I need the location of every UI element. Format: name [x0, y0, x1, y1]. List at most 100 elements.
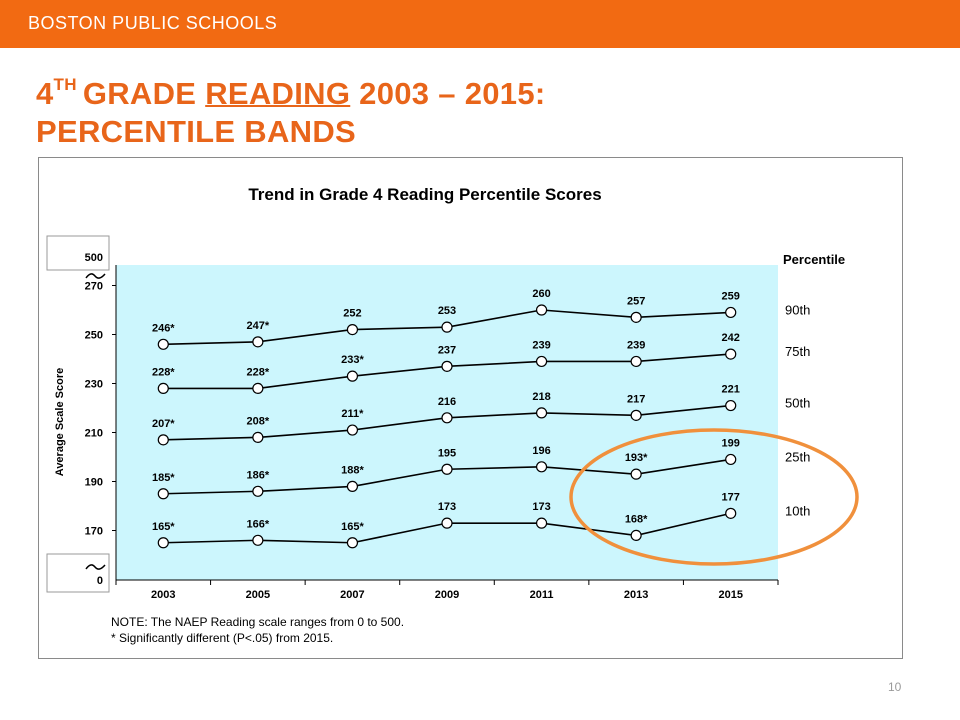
x-tick-label: 2011 — [530, 589, 554, 601]
data-label: 216 — [438, 396, 456, 408]
title-pre: GRADE — [82, 76, 206, 111]
data-point — [630, 311, 642, 323]
data-label: 217 — [627, 393, 645, 405]
data-point — [346, 480, 359, 492]
data-label: 173 — [532, 501, 550, 513]
axis-break-mark-top — [85, 273, 106, 279]
data-label: 166* — [247, 518, 270, 530]
data-point — [157, 338, 169, 350]
y-tick-label: 500 — [85, 252, 103, 264]
data-point — [441, 463, 453, 475]
data-point — [535, 407, 548, 419]
data-label: 233* — [341, 354, 364, 366]
data-label: 218 — [532, 391, 550, 403]
x-tick-label: 2009 — [435, 589, 459, 601]
data-point — [346, 537, 359, 549]
axis-break-mark-bottom — [85, 564, 106, 570]
data-point — [441, 517, 453, 529]
data-point — [346, 324, 359, 336]
data-label: 186* — [247, 469, 270, 481]
data-label: 228* — [152, 366, 175, 378]
data-label: 239 — [627, 339, 645, 351]
data-point — [157, 488, 169, 500]
data-label: 252 — [343, 308, 361, 320]
data-label: 242 — [722, 332, 740, 344]
data-point — [252, 534, 264, 546]
highlight-circle — [569, 428, 859, 566]
legend-title: Percentile — [783, 252, 845, 267]
data-label: 253 — [438, 305, 456, 317]
legend-entry: 10th — [785, 503, 810, 518]
data-point — [725, 399, 737, 412]
y-axis-title: Average Scale Score — [54, 368, 66, 476]
y-tick-label: 0 — [97, 575, 103, 587]
data-label: 239 — [532, 339, 550, 351]
data-label: 173 — [438, 501, 456, 513]
header-bar: BOSTON PUBLIC SCHOOLS — [0, 0, 960, 48]
data-point — [535, 355, 548, 368]
line-chart: Trend in Grade 4 Reading Percentile Scor… — [46, 185, 859, 645]
x-tick-label: 2007 — [340, 589, 364, 601]
data-label: 185* — [152, 472, 175, 484]
data-label: 193* — [625, 452, 648, 464]
data-label: 207* — [152, 418, 175, 430]
note-line-2: * Significantly different (P<.05) from 2… — [111, 631, 333, 645]
y-tick-label: 170 — [85, 526, 103, 538]
slide-title: 4TH GRADE READING 2003 – 2015: PERCENTILE… — [36, 66, 545, 151]
legend-entry: 50th — [785, 396, 810, 411]
data-point — [535, 304, 548, 316]
data-label: 260 — [532, 288, 550, 300]
data-point — [441, 321, 453, 333]
legend-entry: 25th — [785, 449, 810, 464]
data-label: 246* — [152, 322, 175, 334]
data-point — [252, 431, 264, 443]
note-line-1: NOTE: The NAEP Reading scale ranges from… — [111, 615, 404, 629]
data-point — [725, 453, 737, 466]
y-tick-label: 190 — [85, 477, 103, 489]
chart-frame: Trend in Grade 4 Reading Percentile Scor… — [38, 157, 903, 659]
y-tick-label: 210 — [85, 428, 103, 440]
y-tick-label: 230 — [85, 379, 103, 391]
title-line2: PERCENTILE BANDS — [36, 114, 356, 149]
data-label: 208* — [247, 415, 270, 427]
page-number: 10 — [888, 680, 902, 694]
title-number: 4 — [36, 76, 54, 111]
title-post: 2003 – 2015: — [350, 76, 546, 111]
data-point — [535, 461, 548, 473]
data-point — [630, 409, 642, 421]
data-label: 221 — [722, 384, 740, 396]
data-label: 165* — [152, 521, 175, 533]
title-underlined: READING — [205, 76, 351, 111]
x-tick-label: 2003 — [151, 589, 175, 601]
data-label: 195 — [438, 447, 456, 459]
data-label: 165* — [341, 521, 364, 533]
data-label: 259 — [722, 290, 740, 302]
data-point — [346, 424, 359, 436]
legend-entry: 90th — [785, 302, 810, 317]
data-label: 247* — [247, 320, 270, 332]
data-point — [630, 529, 642, 541]
axis-break-box-top — [46, 235, 110, 271]
legend-entry: 75th — [785, 344, 810, 359]
data-label: 211* — [341, 408, 364, 420]
data-point — [157, 537, 169, 549]
data-point — [725, 507, 737, 519]
data-point — [157, 434, 169, 446]
data-point — [725, 306, 737, 319]
data-point — [441, 360, 453, 372]
x-tick-label: 2013 — [624, 589, 648, 601]
data-point — [630, 468, 642, 480]
chart-title: Trend in Grade 4 Reading Percentile Scor… — [248, 185, 601, 204]
x-tick-label: 2005 — [246, 589, 270, 601]
data-point — [725, 348, 737, 360]
data-point — [252, 485, 264, 497]
data-label: 257 — [627, 295, 645, 307]
data-label: 168* — [625, 513, 648, 525]
org-label: BOSTON PUBLIC SCHOOLS — [28, 13, 278, 33]
data-point — [252, 336, 264, 348]
data-point — [630, 355, 642, 368]
data-label: 199 — [722, 437, 740, 449]
y-tick-label: 250 — [85, 330, 103, 342]
y-tick-label: 270 — [85, 281, 103, 293]
data-point — [157, 382, 169, 394]
